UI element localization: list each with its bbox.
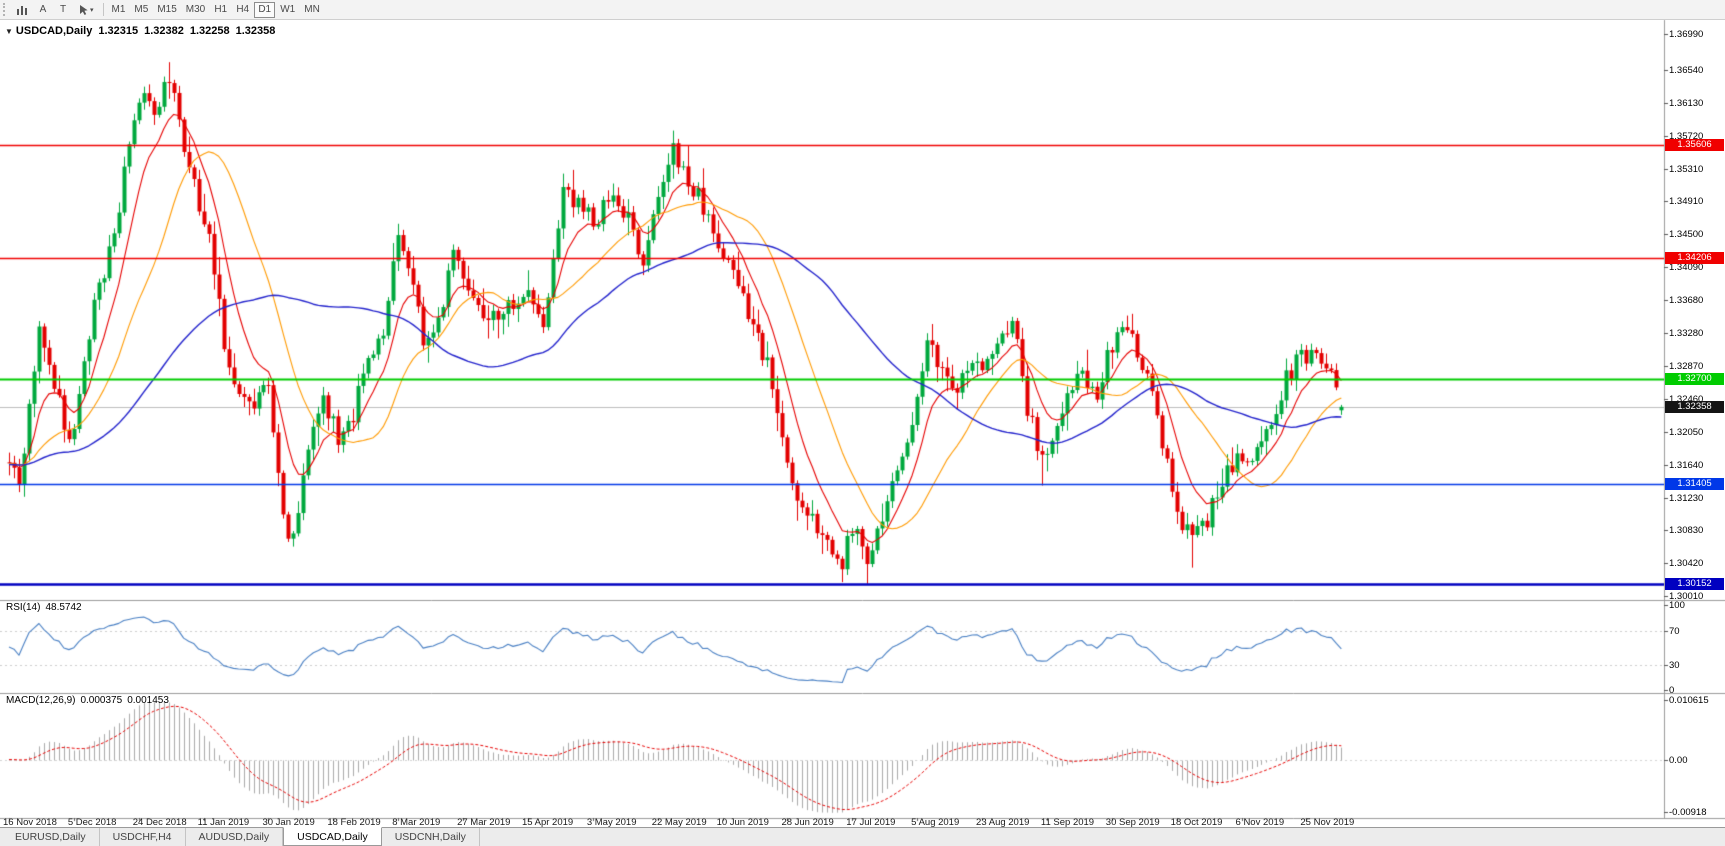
price-axis-label: 1.31640 [1669,459,1704,471]
price-axis-label: 1.30010 [1669,590,1704,602]
macd-axis-label: -0.00918 [1669,807,1707,818]
price-axis-label: 1.36990 [1669,29,1704,40]
price-axis-label: 1.34500 [1669,229,1704,241]
time-axis-label: 30 Jan 2019 [262,817,315,828]
rsi-axis-label: 0 [1669,685,1675,696]
bar-chart-icon-glyph [17,5,27,15]
time-axis-label: 28 Jun 2019 [781,817,834,828]
price-line-badge: 1.31405 [1665,478,1724,490]
chart-title: ▼ USDCAD,Daily 1.32315 1.32382 1.32258 1… [5,25,275,37]
time-axis-label: 5 Dec 2018 [67,817,117,828]
price-axis-label: 1.30420 [1669,557,1704,569]
timeframe-button-m15[interactable]: M15 [157,4,177,15]
rsi-value: 48.5742 [45,602,82,613]
ohlc-close: 1.32358 [235,25,276,37]
rsi-axis-label: 30 [1669,659,1680,671]
time-axis-label: 24 Dec 2018 [132,817,187,828]
price-axis-label: 1.32870 [1669,360,1704,372]
price-axis-label: 1.33280 [1669,327,1704,339]
time-axis-label: 10 Jun 2019 [716,817,769,828]
time-axis-label: 25 Nov 2019 [1300,817,1355,828]
price-axis-label: 1.35310 [1669,164,1704,176]
ohlc-high: 1.32382 [144,25,184,37]
rsi-axis-label: 70 [1669,625,1680,637]
rsi-name: RSI(14) [6,602,41,613]
timeframe-button-m30[interactable]: M30 [185,4,206,15]
price-axis-label: 1.32460 [1669,393,1704,405]
macd-signal-value: 0.001453 [127,695,169,706]
time-axis-label: 30 Sep 2019 [1105,817,1160,828]
rsi-label: RSI(14) 48.5742 [6,602,87,613]
symbol-tab-usdcad[interactable]: USDCAD,Daily [283,827,382,846]
symbol-tab-usdchf[interactable]: USDCHF,H4 [100,828,186,846]
cursor-tool-button[interactable]: ▾ [73,2,99,18]
price-axis-label: 1.31230 [1669,492,1704,504]
symbol-tab-usdcnh[interactable]: USDCNH,Daily [382,828,480,846]
price-axis-label: 1.32050 [1669,426,1704,438]
price-axis-label: 1.34090 [1669,262,1704,274]
collapse-triangle-icon[interactable]: ▼ [5,26,13,36]
time-axis-label: 11 Sep 2019 [1040,817,1095,828]
price-axis-label: 1.35720 [1669,131,1704,143]
macd-main-value: 0.000375 [80,695,123,706]
chart-tab-bar: EURUSD,Daily USDCHF,H4 AUDUSD,Daily USDCAD,… [0,827,1725,846]
timeframe-button-h1[interactable]: H1 [214,4,228,15]
price-axis-label: 1.30830 [1669,524,1704,536]
timeframe-button-m5[interactable]: M5 [134,4,149,15]
ohlc-open: 1.32315 [98,25,139,37]
price-axis-label: 1.36540 [1669,65,1704,77]
time-axis-label: 27 Mar 2019 [457,817,511,828]
text-tool-button[interactable]: T [59,4,67,15]
time-axis-label: 8 Mar 2019 [392,817,441,828]
symbol-tab-audusd[interactable]: AUDUSD,Daily [186,828,284,846]
price-line-badge: 1.34206 [1665,252,1724,264]
macd-label: MACD(12,26,9) 0.000375 0.001453 [6,695,174,706]
macd-axis-label: 0.00 [1669,755,1688,767]
timeframe-button-h4[interactable]: H4 [236,4,250,15]
price-axis-label: 1.33680 [1669,295,1704,307]
time-axis-label: 18 Oct 2019 [1170,817,1223,828]
price-line-badge: 1.32700 [1665,373,1724,385]
symbol-tab-eurusd[interactable]: EURUSD,Daily [2,828,100,846]
macd-axis-label: 0.010615 [1669,695,1709,706]
toolbar: A T ▾ M1 M5 M15 M30 H1 H4 D1 W1 MN [0,0,1725,20]
toolbar-separator [102,3,104,16]
rsi-axis-label: 100 [1669,600,1685,611]
timeframe-button-mn[interactable]: MN [304,4,320,15]
time-axis-label: 6 Nov 2019 [1235,817,1285,828]
chart-title-symbol: USDCAD,Daily [15,25,93,37]
time-axis-label: 17 Jul 2019 [846,817,896,828]
time-axis-label: 18 Feb 2019 [327,817,381,828]
annotation-a-button[interactable]: A [39,4,47,15]
time-axis-label: 5 Aug 2019 [911,817,960,828]
time-axis-label: 15 Apr 2019 [521,817,574,828]
toolbar-grip[interactable] [3,3,7,16]
timeframe-button-d1[interactable]: D1 [254,1,276,18]
time-axis-label: 22 May 2019 [651,817,707,828]
price-line-badge: 1.30152 [1665,578,1724,590]
macd-name: MACD(12,26,9) [6,695,76,706]
time-axis-label: 23 Aug 2019 [976,817,1030,828]
time-axis-label: 16 Nov 2018 [3,817,57,828]
timeframe-button-m1[interactable]: M1 [111,4,126,15]
ohlc-low: 1.32258 [189,25,230,37]
chevron-down-icon: ▾ [90,6,94,14]
bar-chart-icon[interactable] [11,2,33,18]
time-axis-label: 11 Jan 2019 [197,817,250,828]
price-axis-label: 1.36130 [1669,98,1704,110]
timeframe-group: M1 M5 M15 M30 H1 H4 D1 W1 MN [108,1,324,18]
timeframe-button-w1[interactable]: W1 [280,4,296,15]
price-axis-label: 1.34910 [1669,196,1704,208]
current-price-badge: 1.32358 [1665,401,1724,413]
price-line-badge: 1.35606 [1665,139,1724,151]
time-axis-label: 3 May 2019 [586,817,637,828]
cursor-icon [80,4,88,15]
